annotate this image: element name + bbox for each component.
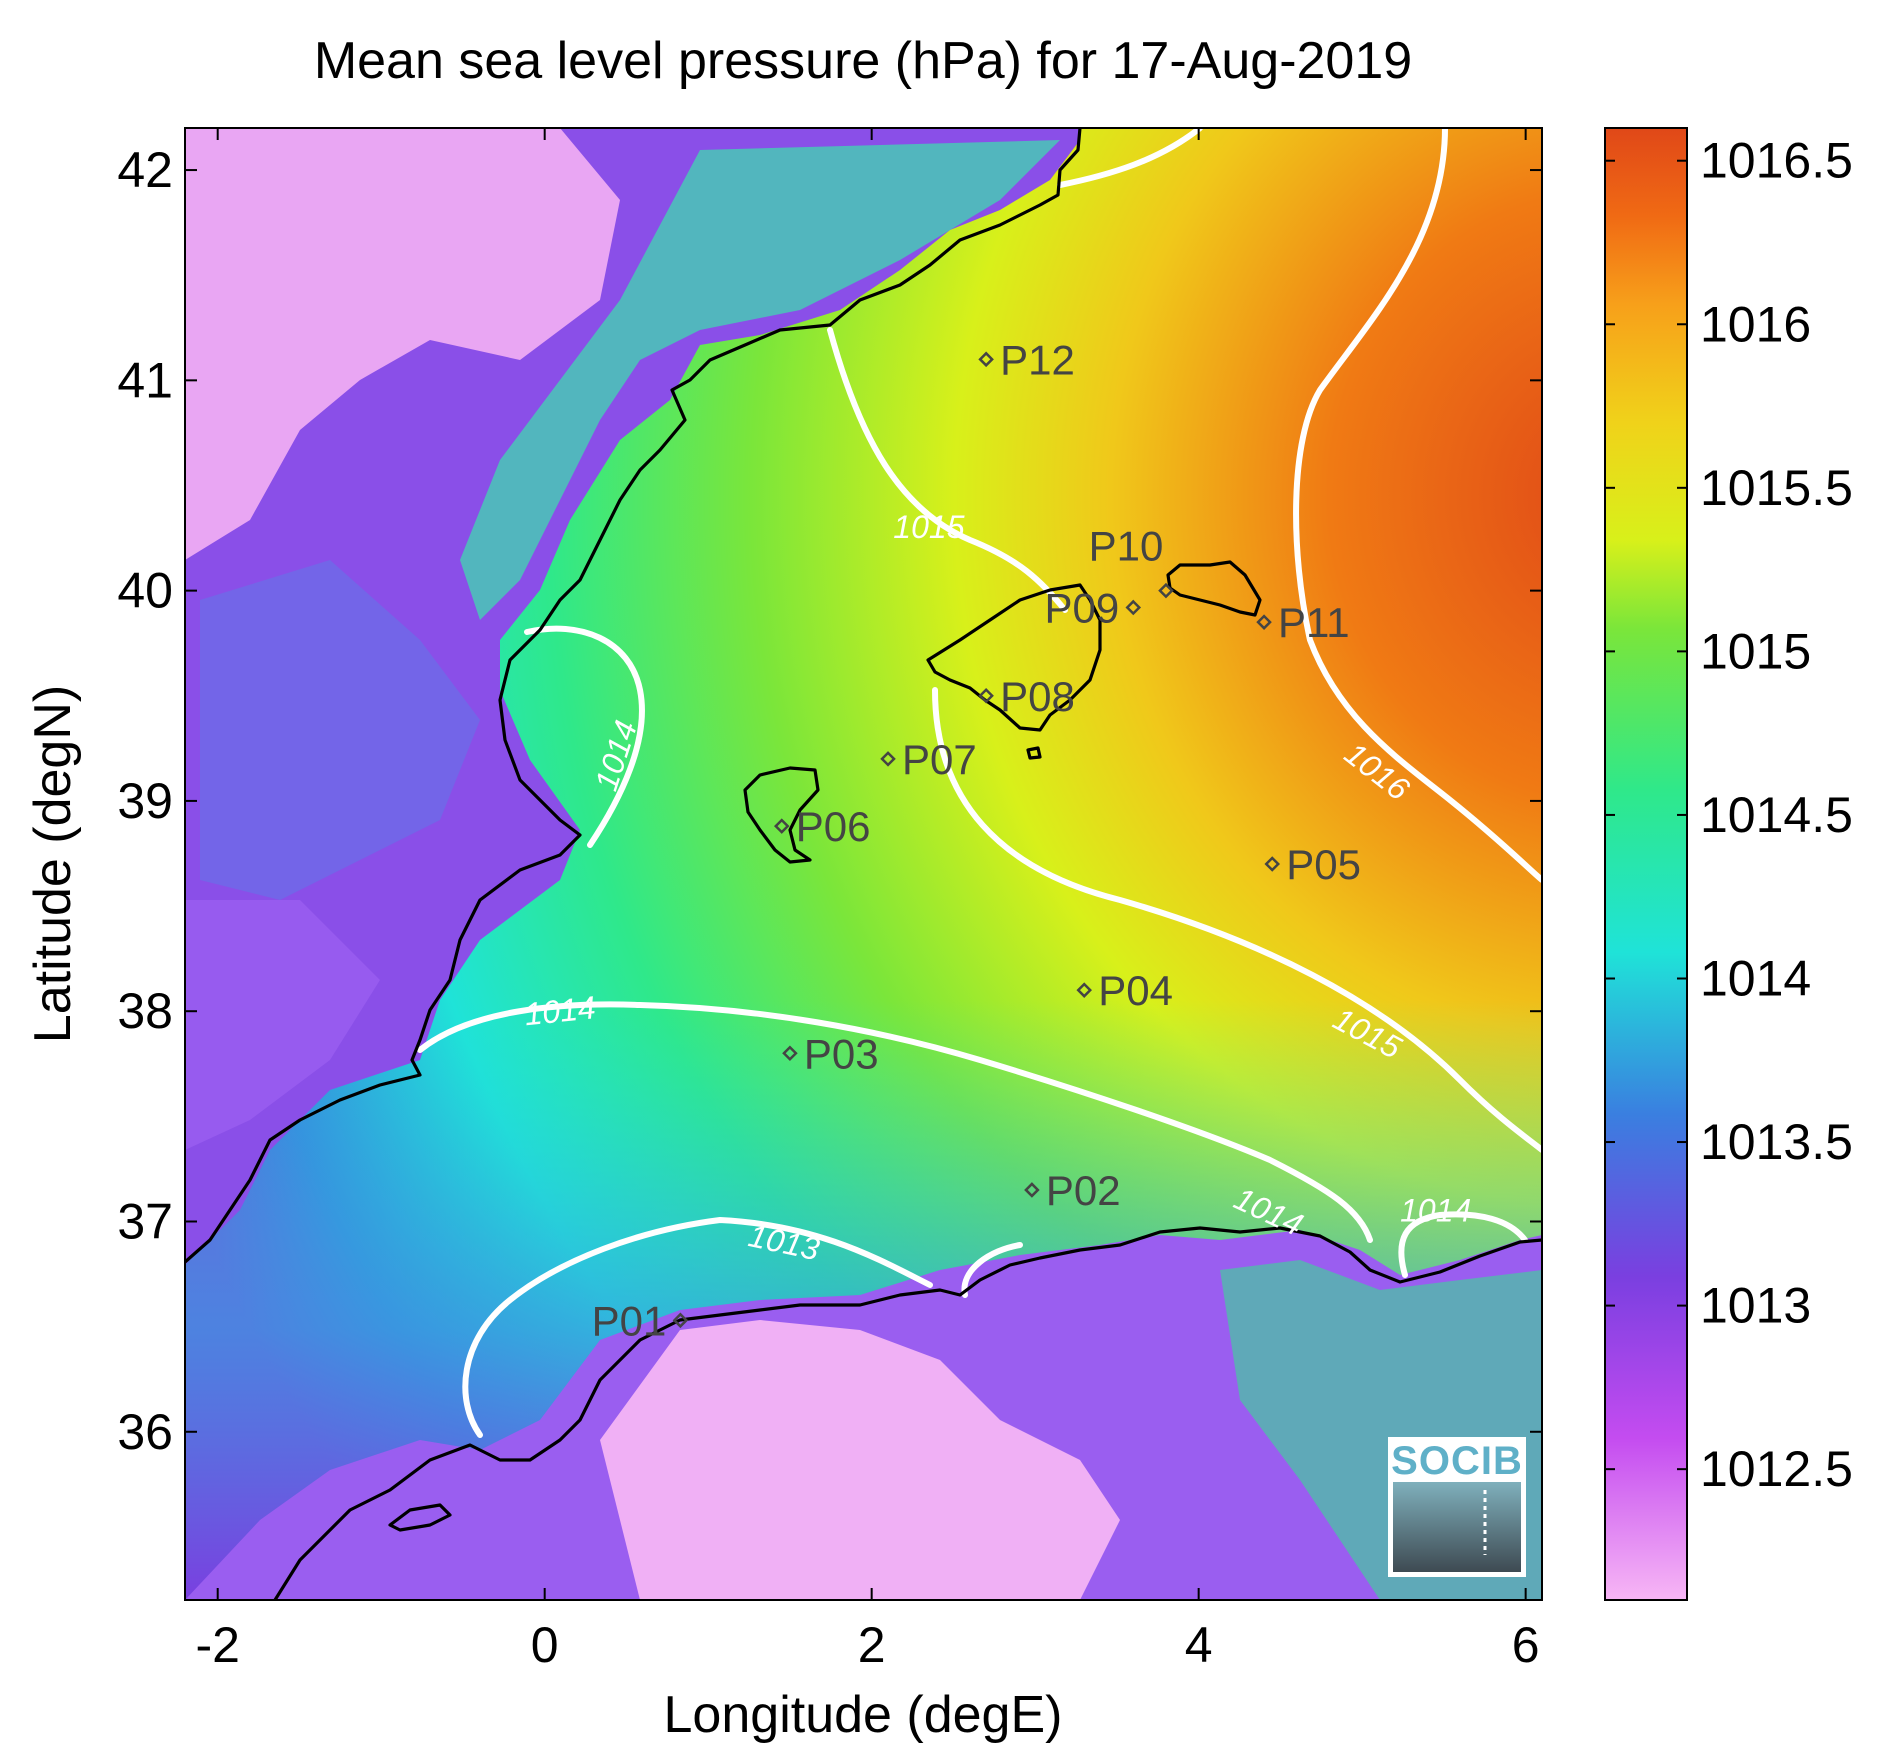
y-tick-label: 39 [117,773,173,829]
colorbar-tick-label: 1014.5 [1700,787,1853,843]
contour-1013 [462,1216,933,1438]
logo-water [1393,1482,1521,1572]
y-tick-label: 38 [117,983,173,1039]
africa-coastline [273,1226,1542,1600]
iberia-south-spot [185,900,380,1150]
colorbar-tick-label: 1012.5 [1700,1441,1853,1497]
y-tick-label: 37 [117,1193,173,1249]
plot-frame [184,127,1543,1601]
station-label: P12 [1000,336,1075,383]
station-marker [978,351,994,368]
x-tick-label: 4 [1185,1617,1213,1673]
station-label: P06 [796,803,871,850]
y-tick-label: 40 [117,563,173,619]
colorbar-tick-label: 1016.5 [1700,133,1853,189]
colorbar-tick-label: 1014 [1700,950,1811,1006]
colorbar-scale [1604,127,1688,1601]
colorbar-tick-label: 1013 [1700,1278,1811,1334]
station-marker [1256,614,1272,630]
station-label: P02 [1046,1167,1121,1214]
contour-1014-west [524,625,645,848]
contour-1016-north [1057,128,1203,188]
station-label: P03 [804,1030,879,1077]
station-label: P10 [1089,523,1164,570]
plot-title: Mean sea level pressure (hPa) for 17-Aug… [314,32,1412,90]
contour-1014-south [417,1001,1373,1243]
contour-1015-south [932,687,1542,1153]
y-axis-ticks: 42 41 40 39 38 37 36 [117,142,1542,1460]
iberia-land [185,128,1080,1265]
station-marker [1076,982,1092,998]
mallorca-coastline [926,583,1102,732]
station-label: P07 [902,736,977,783]
y-tick-label: 41 [117,352,173,408]
station-label: P05 [1286,841,1361,888]
alboran-coastline [388,1503,452,1532]
station-marker [782,1045,798,1062]
x-axis-ticks: -2 0 2 4 6 [195,128,1540,1673]
cabrera-coastline [1026,746,1042,760]
colorbar-ticks: 1016.5 1016 1015.5 1015 1014.5 1014 1013.5 1013… [1605,133,1853,1497]
station-label: P08 [1000,673,1075,720]
contour-1016 [1293,128,1542,883]
ibiza-coastline [743,766,820,864]
contour-label: 1015 [893,509,964,545]
colorbar-tick-label: 1015 [1700,623,1811,679]
x-tick-label: 6 [1512,1617,1540,1673]
station-marker [773,818,790,834]
iberia-high-plateau [185,128,620,560]
contour-1013-east [961,1242,1023,1298]
station-label: P11 [1278,599,1350,646]
y-axis-title: Latitude (degN) [24,685,82,1043]
contour-label: 1014 [523,989,598,1032]
station-label: P01 [592,1297,667,1344]
station-label: P04 [1098,967,1173,1014]
station-markers: P01 P02 P03 P04 P05 P06 P07 P08 P09 P10 P11 P12 [592,336,1361,1344]
station-marker [880,751,896,767]
contour-label: 1014 [1400,1192,1471,1228]
station-marker [978,688,994,704]
iberia-coastline [185,128,1082,1264]
station-label: P09 [1045,584,1120,631]
coastlines [185,128,1542,1600]
station-marker [1024,1182,1040,1198]
x-tick-label: 0 [531,1617,559,1673]
menorca-coastline [1166,560,1262,617]
x-tick-label: 2 [858,1617,886,1673]
socib-logo: SOCIB [1388,1437,1526,1577]
colorbar-tick-label: 1015.5 [1700,460,1853,516]
station-marker [1158,582,1174,599]
station-marker [1264,856,1280,872]
pressure-contours [417,128,1542,1438]
x-axis-title: Longitude (degE) [664,1686,1063,1744]
contour-1015-north [827,327,1068,613]
contour-1014-east [1398,1211,1528,1278]
x-tick-label: -2 [195,1617,239,1673]
station-marker [672,1312,689,1329]
logo-text: SOCIB [1391,1439,1523,1483]
colorbar: 1016.5 1016 1015.5 1015 1014.5 1014 1013.5 1013… [1604,127,1853,1601]
iberia-interior-blue [200,560,480,900]
y-tick-label: 42 [117,142,173,198]
colorbar-tick-label: 1013.5 [1700,1114,1853,1170]
colorbar-tick-label: 1016 [1700,296,1811,352]
y-tick-label: 36 [117,1404,173,1460]
north-africa-plateau [600,1320,1120,1600]
iberia-coastal-band [460,140,1060,620]
station-marker [1125,599,1142,616]
